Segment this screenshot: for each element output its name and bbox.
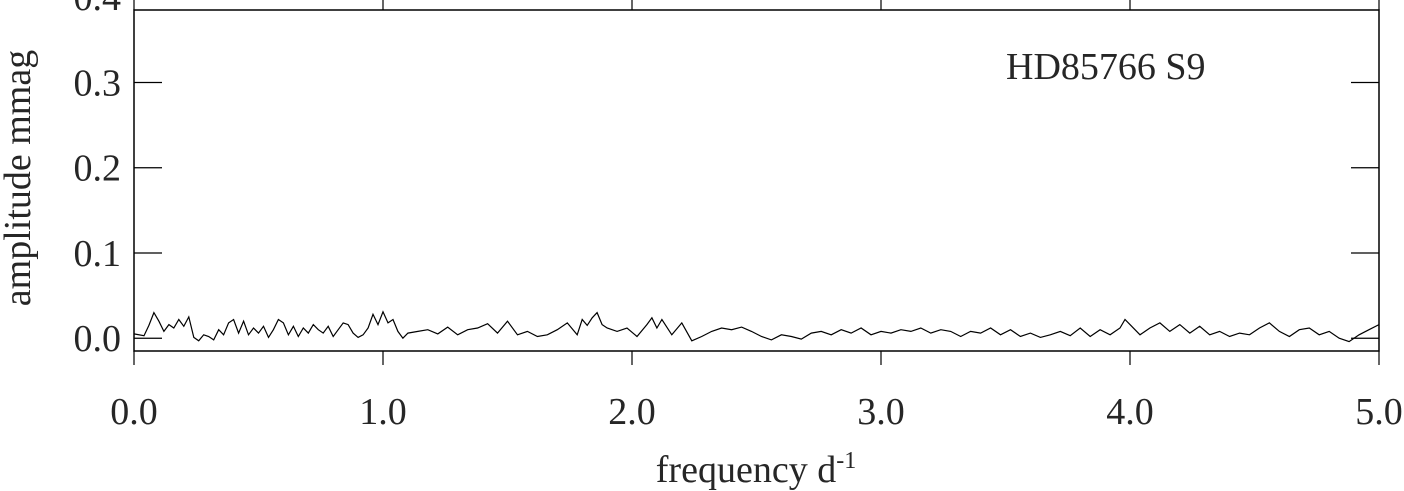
y-tick-label: 0.4 (74, 0, 122, 19)
y-tick-label: 0.1 (74, 233, 122, 275)
x-tick-label: 3.0 (857, 391, 905, 433)
x-axis-ticks: 0.0 1.0 2.0 3.0 4.0 5.0 (110, 0, 1403, 433)
x-axis-title-superscript: -1 (836, 448, 856, 474)
y-tick-label: 0.2 (74, 148, 122, 190)
x-tick-label: 2.0 (608, 391, 656, 433)
x-axis-title-main: frequency d (656, 449, 836, 491)
y-axis-ticks: 0.0 0.1 0.2 0.3 0.4 (74, 0, 1379, 360)
star-annotation: HD85766 S9 (1006, 46, 1206, 88)
plot-frame (133, 9, 1380, 352)
x-axis-title: frequency d-1 (656, 448, 856, 491)
x-tick-label: 4.0 (1106, 391, 1154, 433)
x-tick-label: 1.0 (359, 391, 407, 433)
amplitude-spectrum-line (133, 310, 1380, 343)
y-axis-title: amplitude mmag (0, 50, 39, 306)
x-tick-label: 0.0 (110, 391, 158, 433)
y-tick-label: 0.3 (74, 62, 122, 104)
y-tick-label: 0.0 (74, 318, 122, 360)
x-tick-label: 5.0 (1355, 391, 1403, 433)
